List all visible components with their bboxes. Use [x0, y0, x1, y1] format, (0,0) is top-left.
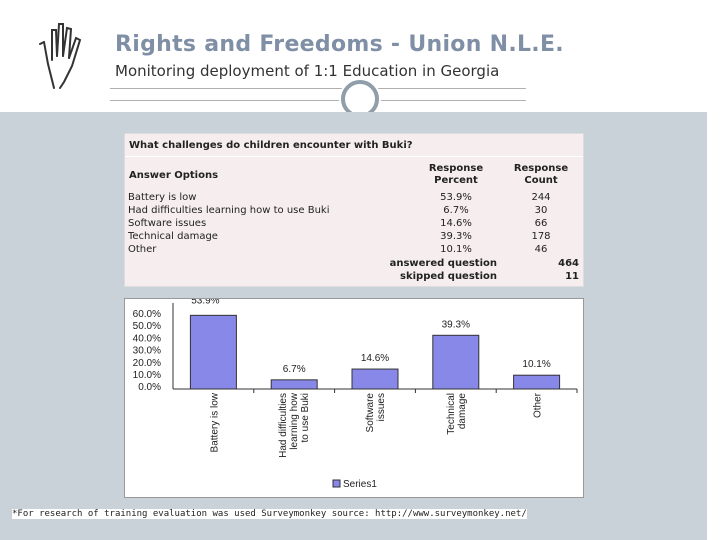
answered-label: answered question — [389, 258, 497, 269]
slide-border — [707, 112, 720, 540]
col-header-options: Answer Options — [129, 170, 219, 181]
y-tick-label: 30.0% — [133, 346, 161, 357]
bar — [513, 374, 561, 390]
x-tick-label: Software issues — [365, 393, 387, 433]
y-tick-label: 40.0% — [133, 333, 161, 344]
col-header-count-2: Count — [524, 175, 558, 186]
table-row-option: Had difficulties learning how to use Buk… — [128, 205, 330, 216]
table-row-option: Battery is low — [128, 192, 197, 203]
x-tick-label-line: to use Buki — [300, 393, 311, 442]
y-tick-label: 10.0% — [133, 370, 161, 381]
bar — [270, 379, 318, 390]
data-label: 6.7% — [283, 364, 306, 375]
hand-icon — [39, 23, 82, 89]
table-row-percent: 53.9% — [440, 192, 472, 203]
answered-value: 464 — [558, 258, 579, 269]
x-tick-label-line: Had difficulties — [278, 393, 289, 458]
col-header-percent-1: Response — [428, 163, 484, 174]
table-row-count: 244 — [531, 192, 551, 203]
table-row-percent: 14.6% — [440, 218, 472, 229]
survey-question: What challenges do children encounter wi… — [129, 140, 413, 151]
page-subtitle: Monitoring deployment of 1:1 Education i… — [115, 62, 500, 80]
skipped-label: skipped question — [400, 271, 497, 282]
bar — [432, 334, 480, 390]
table-row-percent: 6.7% — [443, 205, 469, 216]
bar-chart: 60.0%50.0%40.0% 30.0%20.0%10.0%0.0% 53.9% B… — [133, 295, 578, 490]
data-label: 14.6% — [361, 353, 389, 364]
y-tick-label: 0.0% — [138, 382, 161, 393]
slide-header: Rights and Freedoms - Union N.L.E. Monit… — [0, 0, 720, 118]
col-header-count-1: Response — [513, 163, 569, 174]
table-row-percent: 39.3% — [440, 231, 472, 242]
y-tick-label: 60.0% — [133, 309, 161, 320]
legend-swatch — [332, 479, 341, 488]
table-row-count: 66 — [534, 218, 548, 229]
page-title: Rights and Freedoms - Union N.L.E. — [115, 32, 564, 57]
table-row-percent: 10.1% — [440, 244, 472, 255]
survey-table: What challenges do children encounter wi… — [124, 133, 584, 287]
table-row-option: Technical damage — [128, 231, 218, 242]
legend-label: Series1 — [343, 479, 377, 490]
x-tick-label: Battery is low — [209, 392, 220, 452]
y-tick-label: 20.0% — [133, 358, 161, 369]
x-tick-label-line: Battery is low — [209, 392, 220, 452]
x-tick-label: Other — [533, 392, 544, 418]
bar — [189, 314, 237, 390]
table-row-option: Other — [128, 244, 157, 255]
x-tick-label: Had difficulties learning how to use Buki — [278, 392, 311, 458]
divider — [125, 156, 583, 157]
x-tick-label-line: learning how — [289, 392, 300, 449]
divider-line — [110, 88, 526, 89]
x-tick-label: Technical damage — [446, 393, 468, 435]
chart-container: 60.0% 50.0% 40.0% 30.0% 20.0% 10.0% 0.0% 53.9% B… — [124, 295, 584, 498]
divider-line — [110, 100, 526, 101]
table-row-option: Software issues — [128, 218, 207, 229]
col-header-percent-2: Percent — [434, 175, 478, 186]
x-tick-label-line: Software — [365, 393, 376, 433]
x-tick-label-line: Technical — [446, 393, 457, 435]
data-label: 10.1% — [522, 359, 550, 370]
x-tick-label-line: Other — [533, 392, 544, 418]
data-label: 39.3% — [442, 319, 470, 330]
table-row-count: 30 — [534, 205, 548, 216]
data-label: 53.9% — [191, 299, 219, 306]
y-tick-label: 50.0% — [133, 321, 161, 332]
x-tick-label-line: damage — [457, 393, 468, 430]
skipped-value: 11 — [565, 271, 579, 282]
table-row-count: 46 — [534, 244, 548, 255]
bar — [351, 368, 399, 390]
footnote: *For research of training evaluation was… — [12, 509, 527, 519]
x-tick-label-line: issues — [376, 393, 387, 421]
table-row-count: 178 — [531, 231, 551, 242]
